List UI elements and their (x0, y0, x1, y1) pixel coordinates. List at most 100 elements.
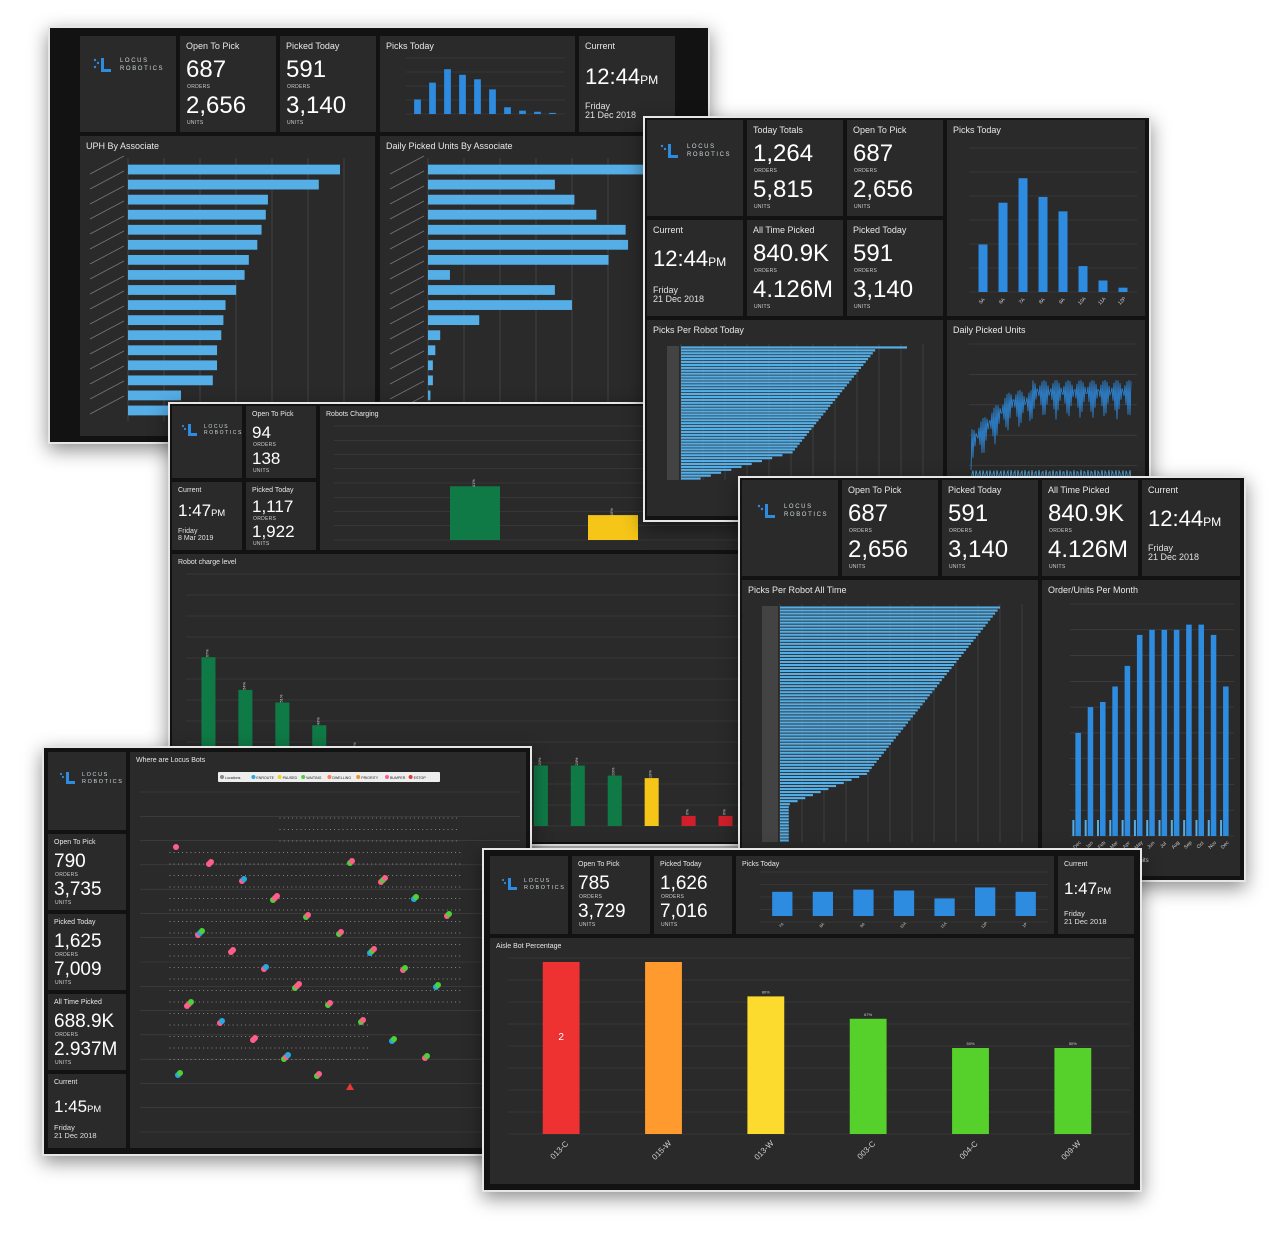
tile-title: Picks Today (742, 861, 780, 868)
location-dot (232, 966, 234, 969)
location-dot (224, 1001, 226, 1003)
logo-tile: LOCUS ROBOTICS (490, 856, 568, 934)
location-dot (434, 874, 436, 877)
location-dot (211, 897, 213, 900)
location-dot (211, 1024, 213, 1026)
location-dot (287, 978, 289, 980)
robot-bar (681, 413, 824, 416)
location-dot (362, 943, 364, 946)
location-dot (304, 840, 306, 842)
location-dot (434, 966, 436, 969)
open-to-pick-tile: Open To Pick 687 ORDERS 2,656 UNITS (842, 480, 938, 576)
location-dot (316, 851, 318, 854)
location-dot (266, 886, 268, 888)
locus-logo-mark-icon (501, 878, 517, 890)
associate-label (389, 200, 425, 220)
units-bar (1112, 686, 1118, 836)
location-dot (346, 828, 348, 831)
location-dot (278, 1024, 280, 1026)
location-dot (380, 840, 382, 842)
location-dot (278, 1012, 280, 1015)
location-dot (392, 840, 394, 842)
location-dot (438, 955, 440, 957)
location-dot (366, 1001, 368, 1003)
location-dot (329, 828, 331, 831)
location-dot (232, 1001, 234, 1003)
location-dot (366, 989, 368, 992)
location-dot (228, 897, 230, 900)
bot-marker (296, 981, 302, 987)
location-dot (224, 978, 226, 980)
location-dot (362, 989, 364, 992)
location-dot (438, 863, 440, 865)
location-dot (190, 874, 192, 877)
location-dot (207, 1012, 209, 1015)
location-dot (383, 1001, 385, 1003)
location-dot (177, 932, 179, 934)
location-dot (371, 897, 373, 900)
location-dot (211, 932, 213, 934)
location-dot (190, 1047, 192, 1049)
location-dot (354, 1012, 356, 1015)
location-dot (274, 955, 276, 957)
location-dot (203, 920, 205, 923)
location-dot (236, 955, 238, 957)
location-dot (287, 943, 289, 946)
location-dot (215, 874, 217, 877)
location-dot (228, 943, 230, 946)
location-dot (291, 863, 293, 865)
location-dot (236, 897, 238, 900)
robot-bar (780, 812, 789, 815)
location-dot (345, 1035, 347, 1038)
robot-bar (780, 627, 984, 630)
location-dot (279, 817, 281, 819)
location-dot (317, 828, 319, 831)
location-dot (224, 943, 226, 946)
clock-ampm: PM (1097, 886, 1112, 896)
location-dot (236, 943, 238, 946)
location-dot (400, 932, 402, 934)
location-dot (253, 1058, 255, 1061)
location-dot (182, 989, 184, 992)
location-dot (354, 897, 356, 900)
location-dot (203, 863, 205, 865)
associate-label (89, 245, 125, 265)
location-dot (312, 955, 314, 957)
location-dot (291, 978, 293, 980)
location-dot (316, 1001, 318, 1003)
location-dot (295, 851, 297, 854)
location-dot (270, 1012, 272, 1015)
location-dot (455, 909, 457, 911)
location-dot (396, 1001, 398, 1003)
location-dot (287, 920, 289, 923)
location-dot (387, 943, 389, 946)
logo-tile: LOCUS ROBOTICS (80, 36, 176, 132)
location-dot (455, 1001, 457, 1003)
bot-marker (338, 929, 344, 935)
location-dot (177, 978, 179, 980)
location-dot (422, 817, 424, 819)
location-dot (249, 1001, 251, 1003)
location-dot (338, 817, 340, 819)
location-dot (261, 1001, 263, 1003)
location-dot (291, 966, 293, 969)
location-dot (287, 851, 289, 854)
location-dot (379, 863, 381, 865)
uph-bar (128, 254, 249, 265)
tile-title: Order/Units Per Month (1048, 585, 1139, 595)
location-dot (366, 863, 368, 865)
robot-bar (780, 839, 789, 842)
location-dot (316, 920, 318, 923)
robot-bar (780, 754, 882, 757)
picks-bar (459, 74, 466, 114)
robot-bar (780, 706, 921, 709)
location-dot (413, 966, 415, 969)
robot-bar (681, 358, 869, 361)
location-dot (274, 989, 276, 992)
location-dot (266, 1047, 268, 1049)
location-dot (236, 932, 238, 934)
location-dot (439, 817, 441, 819)
location-dot (425, 1001, 427, 1003)
location-dot (219, 874, 221, 877)
location-dot (324, 932, 326, 934)
